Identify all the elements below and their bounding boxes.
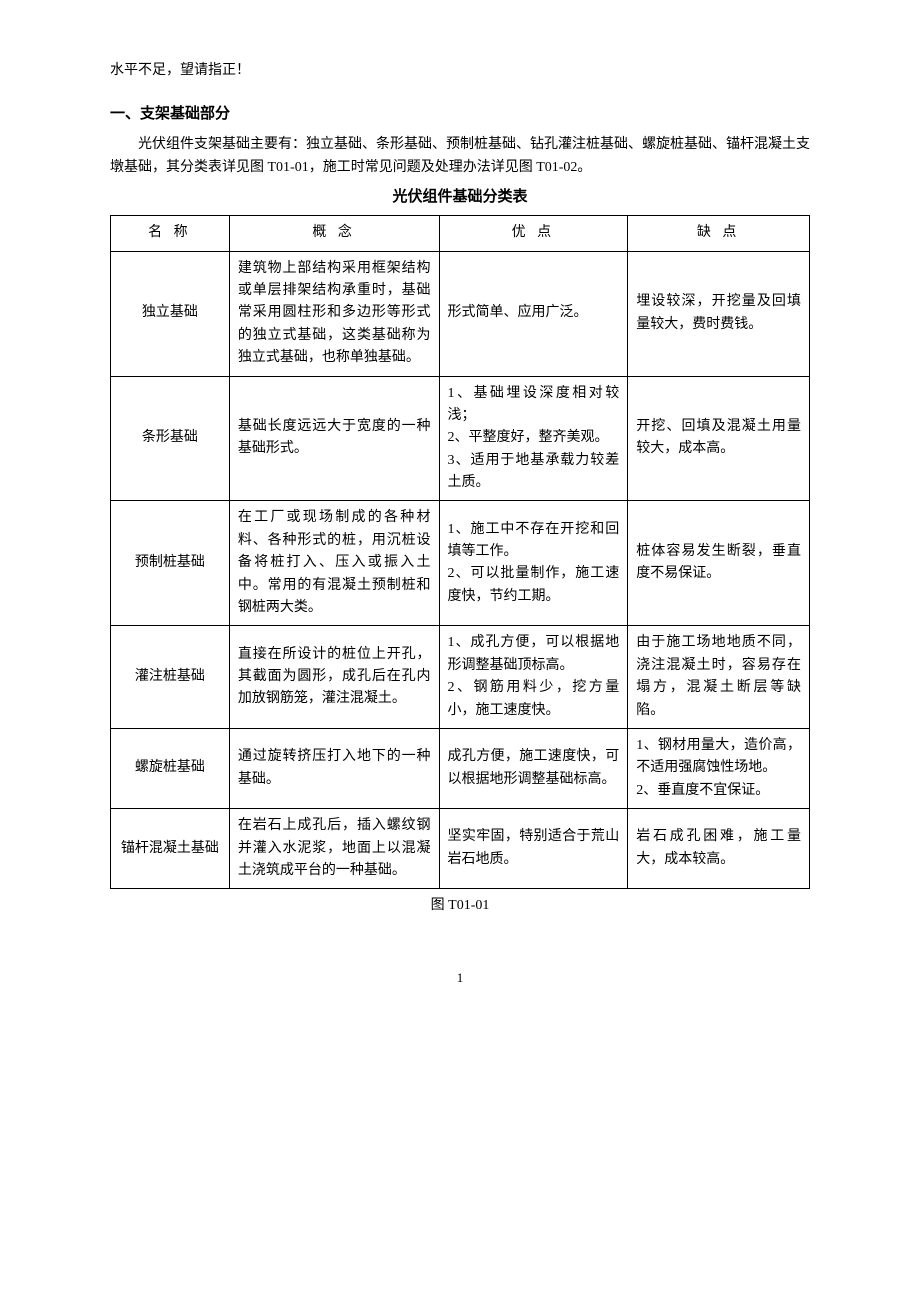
header-disadvantages: 缺 点 [628, 216, 810, 251]
table-row: 灌注桩基础 直接在所设计的桩位上开孔，其截面为圆形，成孔后在孔内加放钢筋笼，灌注… [111, 626, 810, 729]
table-row: 螺旋桩基础 通过旋转挤压打入地下的一种基础。 成孔方便，施工速度快，可以根据地形… [111, 728, 810, 808]
table-row: 条形基础 基础长度远远大于宽度的一种基础形式。 1、基础埋设深度相对较浅；2、平… [111, 376, 810, 501]
cell-disadvantages: 桩体容易发生断裂，垂直度不易保证。 [628, 501, 810, 626]
cell-concept: 直接在所设计的桩位上开孔，其截面为圆形，成孔后在孔内加放钢筋笼，灌注混凝土。 [229, 626, 439, 729]
cell-concept: 在岩石上成孔后，插入螺纹钢并灌入水泥浆，地面上以混凝土浇筑成平台的一种基础。 [229, 809, 439, 889]
cell-advantages: 1、施工中不存在开挖和回填等工作。2、可以批量制作，施工速度快，节约工期。 [439, 501, 628, 626]
table-row: 预制桩基础 在工厂或现场制成的各种材料、各种形式的桩，用沉桩设备将桩打入、压入或… [111, 501, 810, 626]
cell-name: 独立基础 [111, 251, 230, 376]
cell-name: 灌注桩基础 [111, 626, 230, 729]
cell-name: 预制桩基础 [111, 501, 230, 626]
cell-name: 螺旋桩基础 [111, 728, 230, 808]
cell-advantages: 形式简单、应用广泛。 [439, 251, 628, 376]
cell-disadvantages: 由于施工场地地质不同，浇注混凝土时，容易存在塌方，混凝土断层等缺陷。 [628, 626, 810, 729]
foundation-classification-table: 名 称 概 念 优 点 缺 点 独立基础 建筑物上部结构采用框架结构或单层排架结… [110, 215, 810, 889]
intro-paragraph: 光伏组件支架基础主要有：独立基础、条形基础、预制桩基础、钻孔灌注桩基础、螺旋桩基… [110, 134, 810, 179]
header-name: 名 称 [111, 216, 230, 251]
table-header-row: 名 称 概 念 优 点 缺 点 [111, 216, 810, 251]
cell-concept: 通过旋转挤压打入地下的一种基础。 [229, 728, 439, 808]
header-advantages: 优 点 [439, 216, 628, 251]
cell-advantages: 成孔方便，施工速度快，可以根据地形调整基础标高。 [439, 728, 628, 808]
cell-advantages: 1、成孔方便，可以根据地形调整基础顶标高。2、钢筋用料少，挖方量小，施工速度快。 [439, 626, 628, 729]
cell-advantages: 坚实牢固，特别适合于荒山岩石地质。 [439, 809, 628, 889]
note-text: 水平不足，望请指正！ [110, 60, 810, 82]
page-number: 1 [110, 968, 810, 989]
cell-concept: 在工厂或现场制成的各种材料、各种形式的桩，用沉桩设备将桩打入、压入或振入土中。常… [229, 501, 439, 626]
cell-concept: 基础长度远远大于宽度的一种基础形式。 [229, 376, 439, 501]
table-row: 锚杆混凝土基础 在岩石上成孔后，插入螺纹钢并灌入水泥浆，地面上以混凝土浇筑成平台… [111, 809, 810, 889]
cell-name: 锚杆混凝土基础 [111, 809, 230, 889]
cell-name: 条形基础 [111, 376, 230, 501]
cell-disadvantages: 岩石成孔困难，施工量大，成本较高。 [628, 809, 810, 889]
cell-disadvantages: 1、钢材用量大，造价高，不适用强腐蚀性场地。2、垂直度不宜保证。 [628, 728, 810, 808]
header-concept: 概 念 [229, 216, 439, 251]
table-row: 独立基础 建筑物上部结构采用框架结构或单层排架结构承重时，基础常采用圆柱形和多边… [111, 251, 810, 376]
section-title: 一、支架基础部分 [110, 102, 810, 126]
cell-advantages: 1、基础埋设深度相对较浅；2、平整度好，整齐美观。3、适用于地基承载力较差土质。 [439, 376, 628, 501]
cell-disadvantages: 开挖、回填及混凝土用量较大，成本高。 [628, 376, 810, 501]
table-title: 光伏组件基础分类表 [110, 185, 810, 209]
cell-concept: 建筑物上部结构采用框架结构或单层排架结构承重时，基础常采用圆柱形和多边形等形式的… [229, 251, 439, 376]
figure-caption: 图 T01-01 [110, 895, 810, 917]
cell-disadvantages: 埋设较深，开挖量及回填量较大，费时费钱。 [628, 251, 810, 376]
